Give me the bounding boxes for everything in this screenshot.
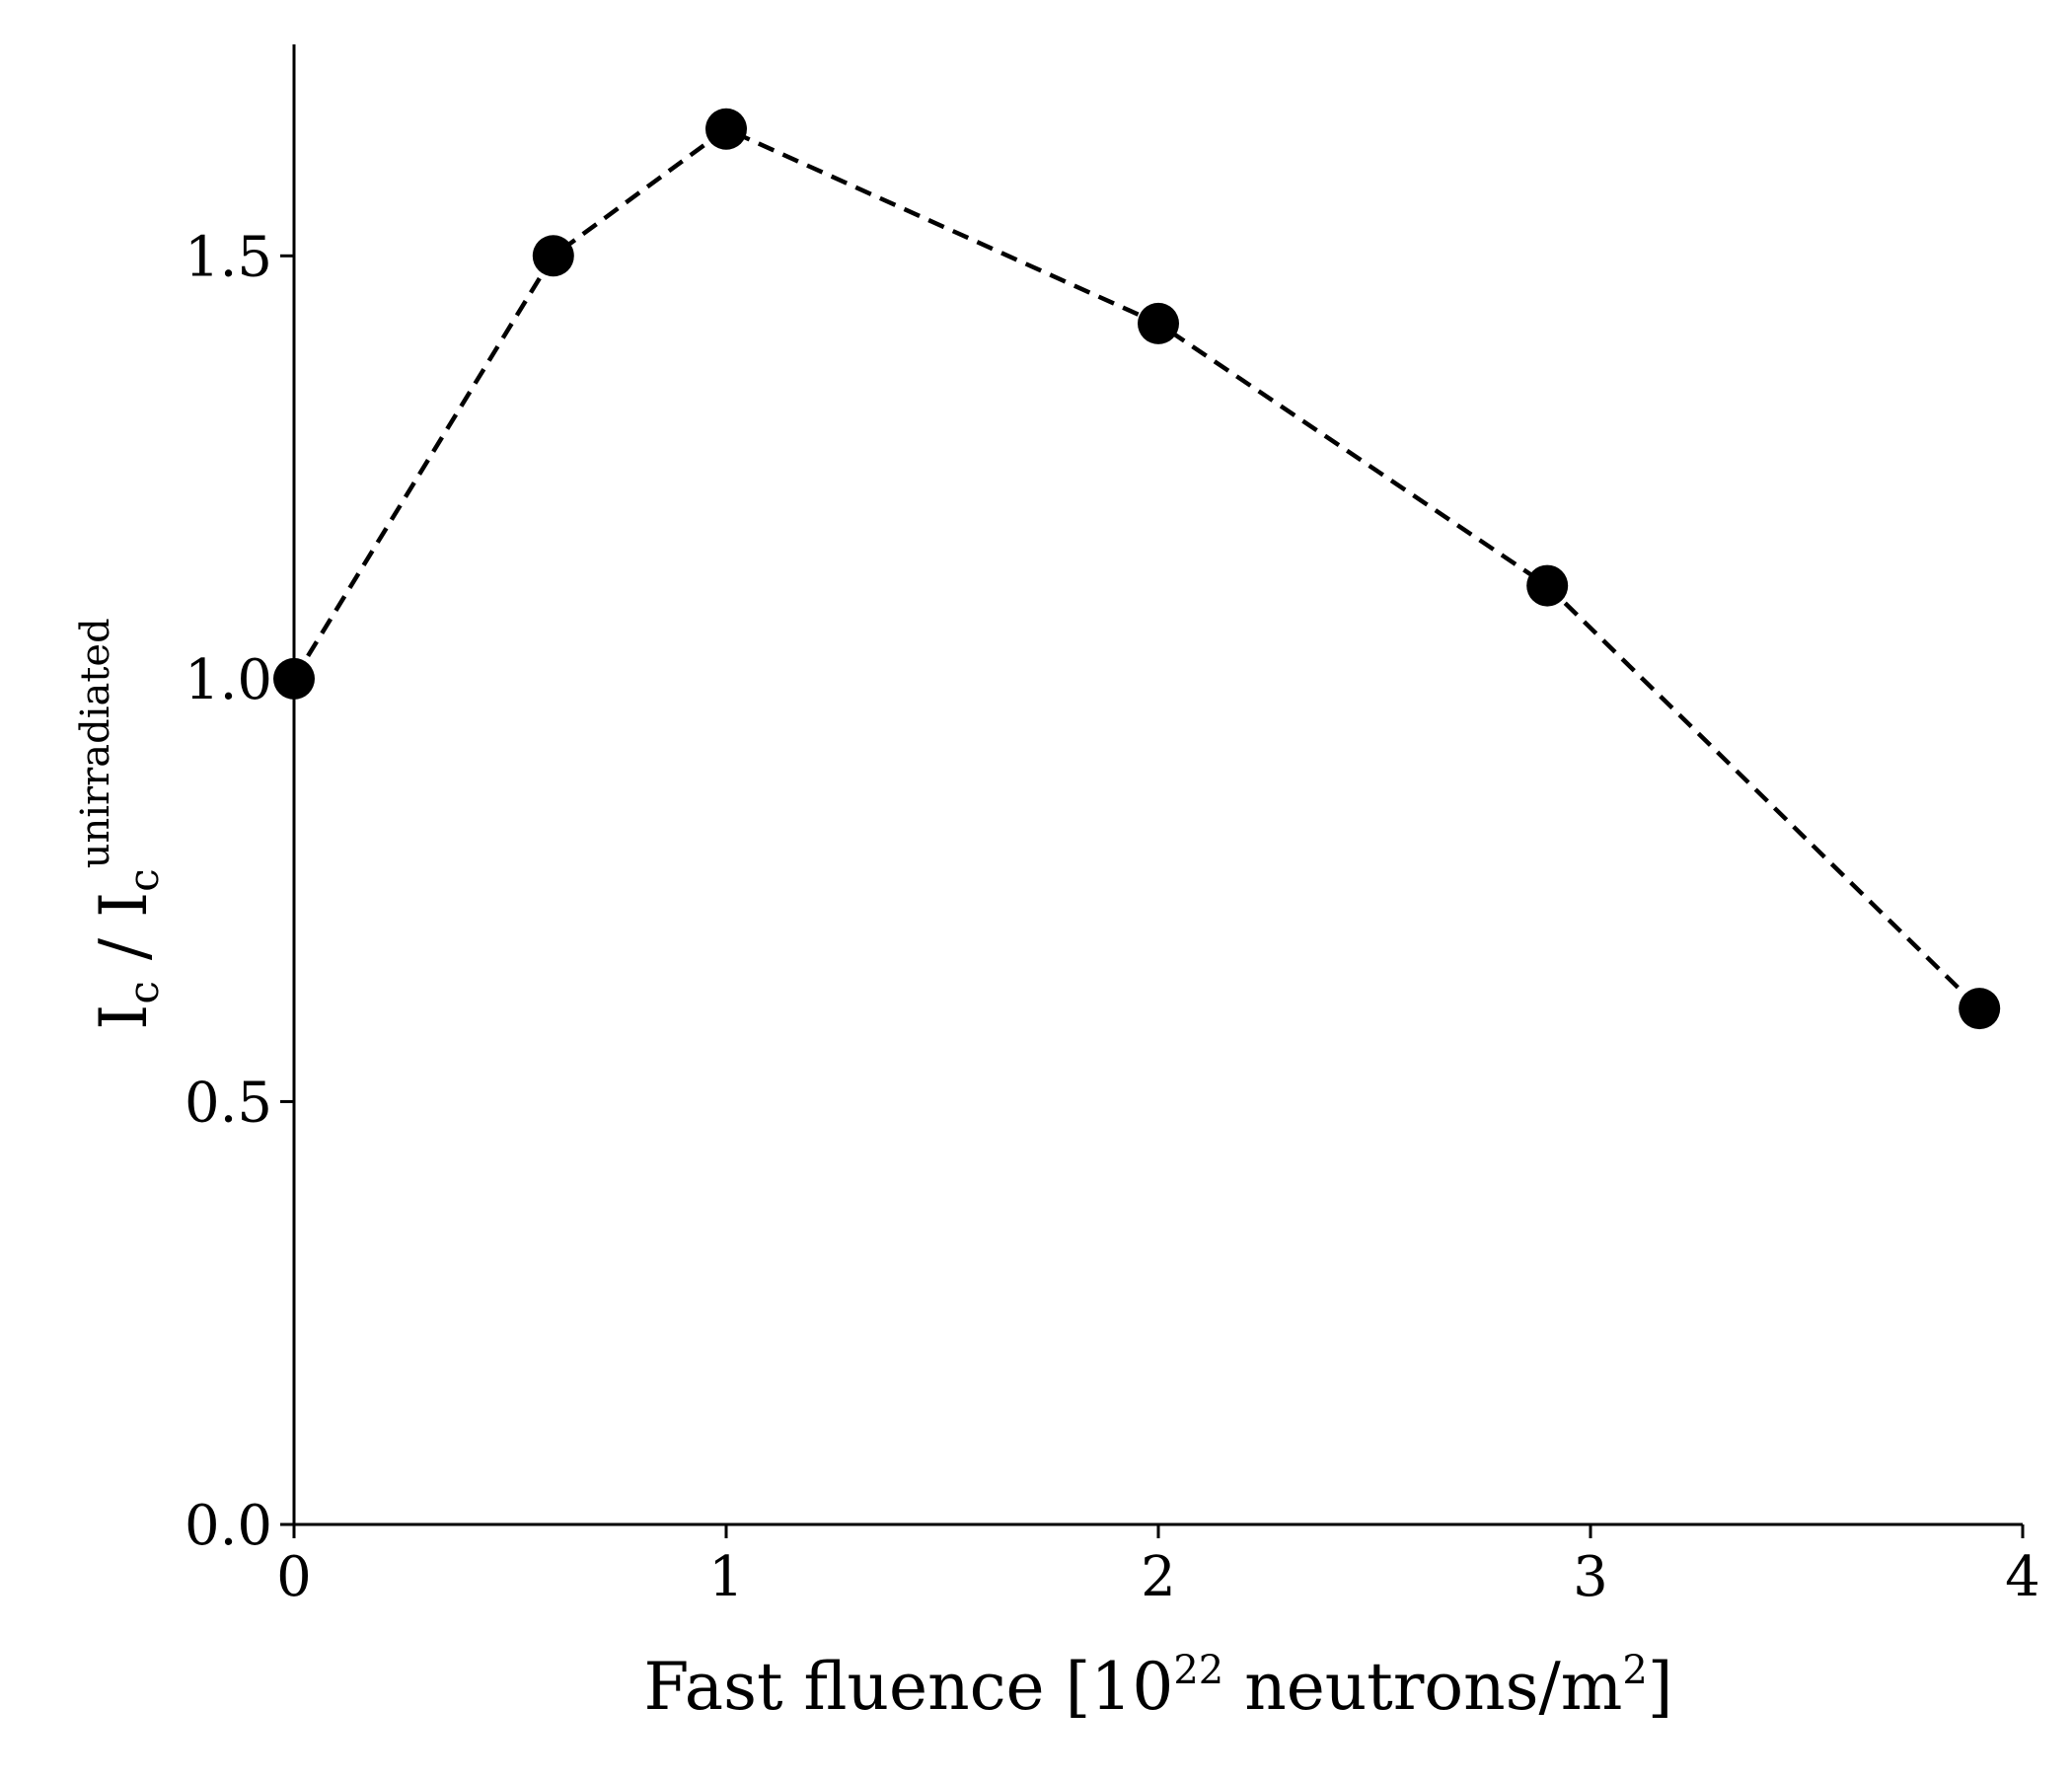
x-ticks: 0 1 2 3 4 — [276, 1524, 2040, 1609]
y-title-symbol-2: I — [86, 892, 162, 918]
x-title-before: Fast fluence [10 — [643, 1649, 1173, 1725]
y-title-sup: unirradiated — [73, 618, 118, 868]
data-point — [273, 657, 315, 700]
y-title-sub-1: c — [119, 981, 168, 1004]
x-title-after: ] — [1648, 1649, 1673, 1725]
y-title-sub-2: c — [119, 868, 168, 892]
y-title-symbol: I — [86, 1004, 162, 1030]
x-tick-label: 1 — [708, 1545, 744, 1609]
data-point — [1959, 988, 2001, 1030]
x-axis-title: Fast fluence [1022 neutrons/m2] — [643, 1648, 1672, 1725]
y-axis-title: Ic / Icunirradiated — [73, 618, 168, 1029]
data-point — [1526, 564, 1569, 607]
series-line — [292, 126, 1981, 1010]
y-tick-label: 1.0 — [185, 648, 272, 712]
x-tick-label: 3 — [1573, 1545, 1608, 1609]
x-tick-label: 0 — [276, 1545, 312, 1609]
x-tick-label: 4 — [2005, 1545, 2040, 1609]
data-point — [532, 235, 574, 277]
y-tick-label: 1.5 — [185, 225, 272, 289]
x-title-sup-1: 22 — [1173, 1648, 1223, 1693]
data-point — [1138, 302, 1179, 344]
y-tick-label: 0.5 — [185, 1071, 272, 1135]
x-tick-label: 2 — [1141, 1545, 1176, 1609]
x-title-middle: neutrons/m — [1223, 1649, 1622, 1725]
series-group — [273, 108, 2001, 1030]
x-title-sup-2: 2 — [1622, 1648, 1647, 1693]
data-point — [705, 108, 747, 150]
y-ticks: 0.0 0.5 1.0 1.5 — [185, 225, 294, 1558]
y-title-separator: / — [86, 918, 162, 981]
y-tick-label: 0.0 — [185, 1494, 272, 1558]
